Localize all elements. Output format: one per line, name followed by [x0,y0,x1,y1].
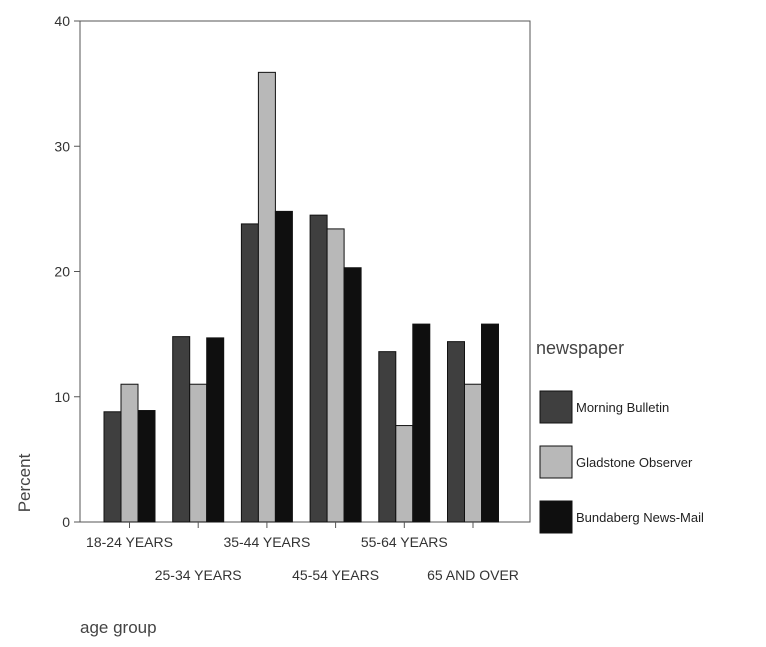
x-axis: 18-24 YEARS 25-34 YEARS 35-44 YEARS 45-54 Y… [86,522,519,583]
bar [189,383,208,523]
legend-label: Bundaberg News-Mail [576,510,704,525]
bar [378,351,397,523]
bar [343,267,362,523]
y-tick-label: 0 [62,514,70,530]
x-axis-title: age group [80,618,157,637]
x-tick-label: 18-24 YEARS [86,534,173,550]
bar [240,223,259,523]
legend: newspaper Morning Bulletin Gladstone Obse… [536,338,704,534]
legend-swatch [539,500,573,534]
bar [172,336,191,523]
bar [447,341,465,523]
x-tick-label: 25-34 YEARS [155,567,242,583]
x-tick-label: 65 AND OVER [427,567,519,583]
y-tick-label: 20 [54,264,70,280]
bar [206,337,225,523]
x-tick-label: 55-64 YEARS [361,534,448,550]
x-tick-label: 45-54 YEARS [292,567,379,583]
y-tick-label: 40 [54,13,70,29]
bar [274,210,293,523]
bar [309,214,328,523]
legend-swatch [539,445,573,479]
bar [103,411,122,523]
bar [481,323,499,523]
bars-group [103,71,499,523]
legend-swatch [539,390,573,424]
legend-label: Morning Bulletin [576,400,669,415]
y-tick-label: 10 [54,389,70,405]
x-tick-label: 35-44 YEARS [223,534,310,550]
y-axis: 0 10 20 30 40 [54,13,80,530]
plot-area: 0 10 20 30 40 18-24 YEARS 25-34 YEARS 35-44 YE… [54,13,531,583]
bar [120,383,139,523]
bar [257,71,276,523]
y-axis-title: Percent [15,453,34,512]
bar [137,410,156,523]
bar [395,425,414,523]
bar [412,323,431,523]
bar [464,383,482,523]
legend-title: newspaper [536,338,624,358]
y-tick-label: 30 [54,138,70,154]
legend-label: Gladstone Observer [576,455,693,470]
bar [326,228,345,523]
